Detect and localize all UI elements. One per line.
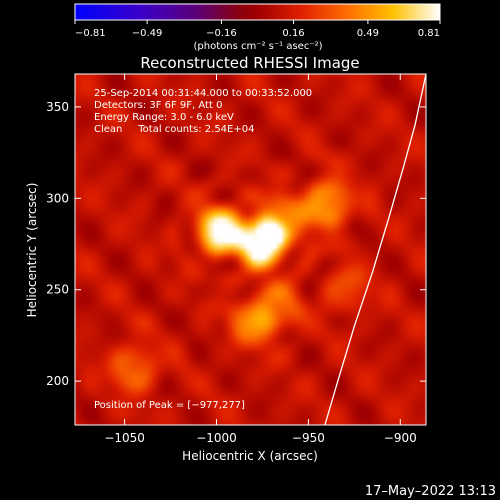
- y-axis-ticks: 200 250 300 350: [46, 100, 426, 388]
- colorbar-unit-label: (photons cm⁻² s⁻¹ asec⁻²): [193, 41, 322, 52]
- annotation-time-range: 25-Sep-2014 00:31:44.000 to 00:33:52.000: [94, 88, 312, 99]
- footer-timestamp: 17–May–2022 13:13: [365, 484, 496, 499]
- y-tick-label: 350: [46, 100, 69, 114]
- y-tick-label: 250: [46, 283, 69, 297]
- colorbar-tick-label: 0.16: [282, 28, 304, 39]
- x-tick-label: −1050: [104, 431, 145, 445]
- x-tick-label: −950: [292, 431, 325, 445]
- peak-position-label: Position of Peak = [−977,277]: [94, 400, 245, 411]
- colorbar-tick-label: 0.49: [357, 28, 379, 39]
- chart-title: Reconstructed RHESSI Image: [140, 54, 359, 72]
- heatmap-image: [75, 74, 426, 425]
- y-tick-label: 200: [46, 374, 69, 388]
- x-axis-label: Heliocentric X (arcsec): [182, 449, 318, 463]
- x-tick-label: −1000: [196, 431, 237, 445]
- x-tick-label: −900: [384, 431, 417, 445]
- colorbar-tick-label: −0.16: [206, 28, 237, 39]
- x-axis-ticks: −1050 −1000 −950 −900: [104, 74, 417, 445]
- colorbar-tick-label: −0.49: [132, 28, 163, 39]
- annotation-detectors: Detectors: 3F 6F 9F, Att 0: [94, 100, 222, 111]
- colorbar: [74, 3, 441, 21]
- solar-limb-curve: [324, 74, 426, 425]
- y-tick-label: 300: [46, 191, 69, 205]
- annotation-energy-range: Energy Range: 3.0 - 6.0 keV: [94, 112, 234, 123]
- annotation-clean-counts: Clean Total counts: 2.54E+04: [94, 124, 254, 135]
- colorbar-tick-label: 0.81: [418, 28, 440, 39]
- colorbar-ticks: −0.81 −0.49 −0.16 0.16 0.49 0.81: [74, 20, 441, 39]
- colorbar-tick-label: −0.81: [75, 28, 106, 39]
- y-axis-label: Heliocentric Y (arcsec): [25, 183, 39, 318]
- plot-frame: [74, 73, 427, 426]
